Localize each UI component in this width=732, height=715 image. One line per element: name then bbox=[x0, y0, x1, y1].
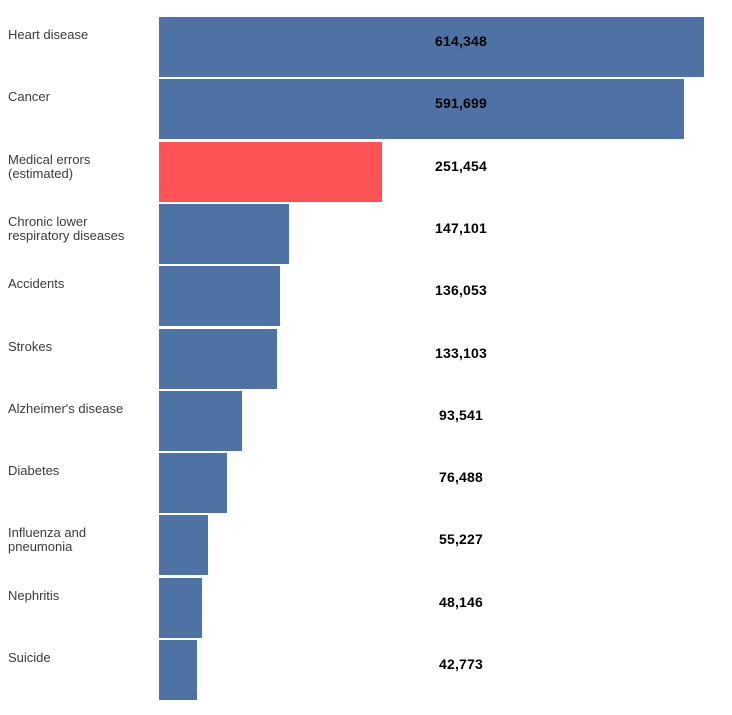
bar-row: Nephritis 48,146 bbox=[0, 577, 732, 638]
category-label: Nephritis bbox=[8, 587, 60, 603]
bar bbox=[159, 266, 280, 327]
bar-row: Heart disease 614,348 bbox=[0, 17, 732, 77]
value-label: 76,488 bbox=[438, 469, 484, 486]
bar-row: Strokes 133,103 bbox=[0, 328, 732, 389]
value-label: 55,227 bbox=[438, 531, 484, 548]
category-label: Chronic lower respiratory diseases bbox=[8, 213, 125, 243]
category-label: Cancer bbox=[8, 89, 50, 105]
category-label: Accidents bbox=[8, 276, 65, 292]
bar bbox=[159, 640, 197, 700]
category-label: Strokes bbox=[8, 338, 53, 354]
value-label: 48,146 bbox=[438, 593, 484, 610]
value-label: 147,101 bbox=[434, 219, 487, 236]
value-label: 93,541 bbox=[438, 406, 484, 423]
bar-row: Medical errors (estimated) 251,454 bbox=[0, 141, 732, 202]
bar bbox=[159, 515, 208, 576]
bar-row: Accidents 136,053 bbox=[0, 266, 732, 327]
value-label: 251,454 bbox=[434, 157, 487, 174]
bar bbox=[159, 79, 684, 140]
bar bbox=[159, 390, 242, 451]
bar bbox=[159, 577, 202, 638]
bar bbox=[159, 328, 278, 389]
value-label: 42,773 bbox=[438, 656, 484, 672]
value-label: 591,699 bbox=[434, 95, 487, 112]
category-label: Influenza and pneumonia bbox=[8, 525, 87, 555]
bar-row: Influenza and pneumonia 55,227 bbox=[0, 515, 732, 576]
bar bbox=[159, 453, 227, 514]
bar bbox=[159, 141, 383, 202]
bar-row: Suicide 42,773 bbox=[0, 640, 732, 700]
value-label: 136,053 bbox=[434, 282, 487, 299]
category-label: Heart disease bbox=[8, 27, 89, 42]
bar-row: Cancer 591,699 bbox=[0, 79, 732, 140]
value-label: 614,348 bbox=[434, 33, 487, 49]
bar bbox=[159, 17, 704, 77]
bar bbox=[159, 203, 290, 264]
category-label: Diabetes bbox=[8, 463, 60, 479]
category-label: Suicide bbox=[8, 650, 51, 665]
bar-row: Chronic lower respiratory diseases 147,1… bbox=[0, 203, 732, 264]
value-label: 133,103 bbox=[434, 344, 487, 361]
category-label: Medical errors (estimated) bbox=[8, 151, 91, 181]
category-label: Alzheimer's disease bbox=[8, 400, 124, 416]
bar-row: Alzheimer's disease 93,541 bbox=[0, 390, 732, 451]
bar-row: Diabetes 76,488 bbox=[0, 453, 732, 514]
